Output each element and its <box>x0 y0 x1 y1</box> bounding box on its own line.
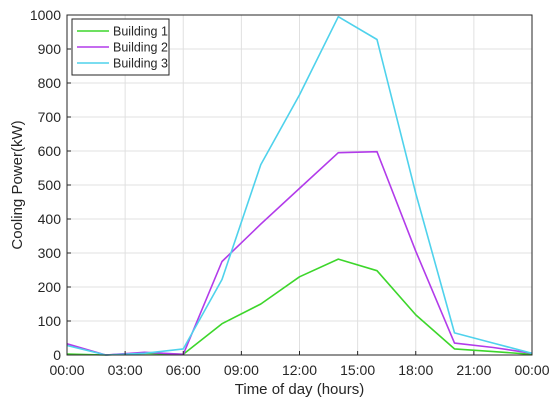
axis-ticks: 00:00 03:00 06:00 09:00 12:00 15:00 18:00 21:00… <box>30 7 550 378</box>
x-tick-label: 18:00 <box>398 362 433 378</box>
y-axis-label: Cooling Power(kW) <box>9 120 26 249</box>
y-tick-label: 700 <box>38 109 62 125</box>
y-tick-label: 900 <box>38 41 62 57</box>
y-tick-label: 200 <box>38 279 62 295</box>
legend-label: Building 3 <box>113 57 168 71</box>
x-tick-label: 21:00 <box>456 362 491 378</box>
series-lines <box>66 15 533 356</box>
series-line-building-2 <box>66 150 533 356</box>
legend: Building 1 Building 2 Building 3 <box>71 18 170 76</box>
legend-label: Building 2 <box>113 41 168 55</box>
x-tick-label: 00:00 <box>49 362 84 378</box>
x-tick-label: 12:00 <box>282 362 317 378</box>
x-tick-label: 03:00 <box>108 362 143 378</box>
y-tick-label: 400 <box>38 211 62 227</box>
x-axis-label: Time of day (hours) <box>235 381 365 398</box>
x-tick-label: 15:00 <box>340 362 375 378</box>
x-tick-label: 00:00 <box>514 362 549 378</box>
y-tick-label: 0 <box>53 347 61 363</box>
y-tick-label: 500 <box>38 177 62 193</box>
x-tick-label: 06:00 <box>166 362 201 378</box>
y-tick-label: 300 <box>38 245 62 261</box>
legend-label: Building 1 <box>113 25 168 39</box>
series-line-building-3 <box>66 15 533 356</box>
y-tick-label: 800 <box>38 75 62 91</box>
y-tick-label: 1000 <box>30 7 61 23</box>
y-tick-label: 100 <box>38 313 62 329</box>
x-tick-label: 09:00 <box>224 362 259 378</box>
y-tick-label: 600 <box>38 143 62 159</box>
grid <box>67 15 532 355</box>
